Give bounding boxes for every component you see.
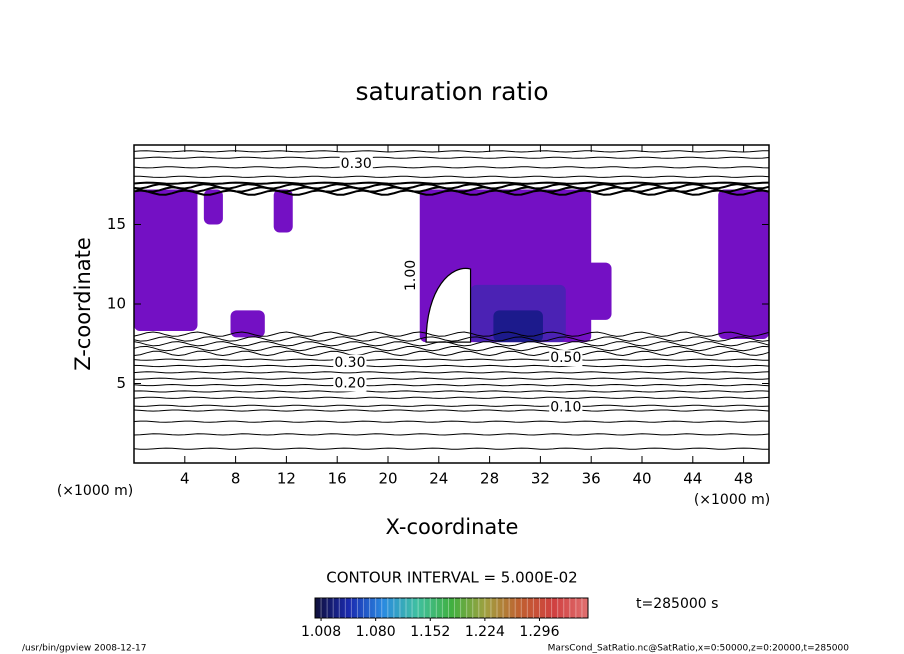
shaded-region	[134, 189, 198, 332]
contour-line	[133, 336, 770, 342]
y-axis-label: Z-coordinate	[71, 237, 95, 371]
y-tick-label: 15	[107, 215, 126, 233]
contour-line	[134, 175, 770, 178]
contour-line	[133, 183, 770, 190]
contour-line	[133, 345, 770, 352]
x-tick-label: 40	[632, 470, 651, 488]
colorbar-tick-label: 1.152	[410, 624, 450, 640]
shaded-region	[230, 310, 265, 338]
contour-label-bg	[333, 354, 367, 371]
contour-line	[133, 404, 770, 407]
contour-line	[133, 181, 770, 185]
contour-line	[133, 350, 770, 357]
unshaded-notch	[425, 267, 472, 343]
x-tick-label: 48	[734, 470, 753, 488]
shaded-region	[203, 189, 223, 225]
shaded-region	[273, 189, 293, 233]
chart-title: saturation ratio	[355, 77, 548, 106]
colorbar	[314, 597, 589, 619]
contour-line	[133, 433, 770, 436]
x-tick-label: 16	[328, 470, 347, 488]
contour-line	[133, 364, 770, 368]
contour-label: 0.30	[334, 355, 365, 371]
x-tick-label: 8	[231, 470, 241, 488]
x-unit: (×1000 m)	[694, 492, 770, 508]
x-tick-label: 20	[378, 470, 397, 488]
x-axis-label: X-coordinate	[386, 515, 519, 539]
contour-line	[133, 390, 770, 393]
x-tick-label: 28	[480, 470, 499, 488]
contour-label: 1.00	[403, 260, 419, 291]
contour-line	[133, 166, 770, 169]
contour-label: 0.20	[334, 376, 365, 392]
x-tick-label: 12	[277, 470, 296, 488]
y-tick-label: 10	[107, 295, 126, 313]
footer-left: /usr/bin/gpview 2008-12-17	[22, 644, 146, 654]
footer-right: MarsCond_SatRatio.nc@SatRatio,x=0:50000,…	[548, 644, 850, 654]
colorbar-tick-label: 1.080	[356, 624, 396, 640]
contour-line	[133, 396, 770, 399]
shaded-region	[578, 262, 612, 320]
shaded-region	[493, 310, 543, 343]
contour-line	[133, 420, 770, 423]
x-tick-label: 32	[531, 470, 550, 488]
time-label: t=285000 s	[636, 596, 718, 612]
contour-label: 0.10	[550, 399, 581, 415]
colorbar-tick-label: 1.224	[465, 624, 505, 640]
contour-line	[133, 341, 770, 347]
x-tick-label: 24	[429, 470, 448, 488]
x-tick-label: 4	[180, 470, 190, 488]
contour-interval: CONTOUR INTERVAL = 5.000E-02	[326, 569, 577, 587]
contour-line	[133, 377, 770, 380]
contour-line	[133, 358, 769, 361]
y-tick-label: 5	[116, 374, 126, 392]
contour-line	[133, 447, 769, 450]
contour-label-bg	[339, 156, 373, 173]
x-tick-label: 44	[683, 470, 702, 488]
colorbar-tick-label: 1.008	[301, 624, 341, 640]
contour-line	[133, 156, 770, 159]
shaded-region	[718, 189, 769, 339]
contour-line	[133, 409, 770, 412]
colorbar-tick-label: 1.296	[519, 624, 559, 640]
x-tick-label: 36	[582, 470, 601, 488]
contour-line	[133, 371, 770, 374]
contour-label: 0.30	[341, 156, 372, 172]
contour-label-bg	[333, 375, 367, 392]
contour-line	[133, 331, 770, 337]
contour-label: 0.50	[550, 350, 581, 366]
contour-line	[133, 383, 770, 387]
contour-label-bg	[402, 258, 419, 292]
contour-label-bg	[549, 399, 583, 416]
contour-label-bg	[549, 350, 583, 367]
contour-line	[133, 150, 769, 153]
y-unit: (×1000 m)	[57, 483, 133, 499]
